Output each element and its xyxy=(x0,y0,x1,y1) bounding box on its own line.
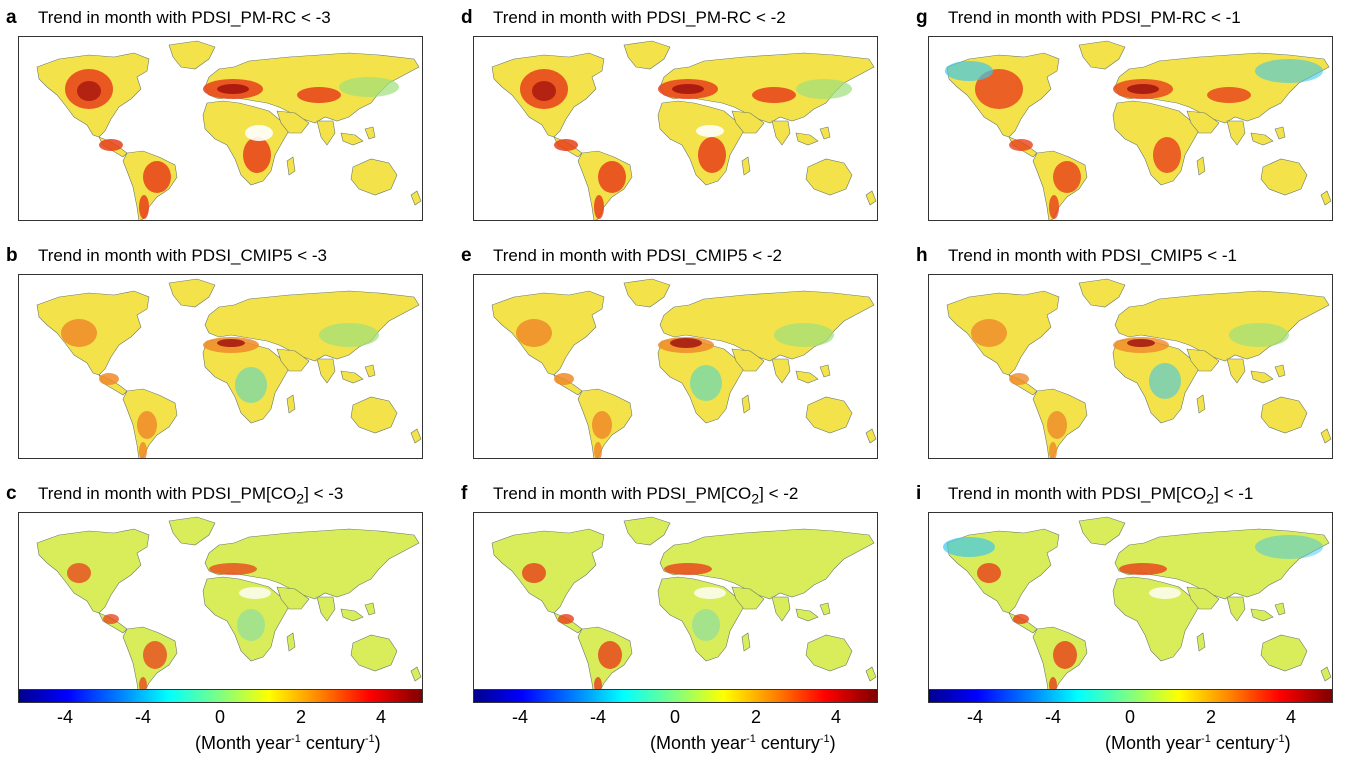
world-map xyxy=(18,512,423,697)
colorbar-tick: -4 xyxy=(1044,707,1062,727)
panel-letter: h xyxy=(916,245,928,266)
panel-letter: f xyxy=(461,483,468,504)
colorbar-tick: 0 xyxy=(1124,707,1136,727)
panel-title: Trend in month with PDSI_PM[CO2] < -3 xyxy=(38,484,344,508)
world-map-graphic xyxy=(491,516,877,696)
colorbar-ticks-1: -4 -4 0 2 4 xyxy=(18,707,423,729)
panel-title: Trend in month with PDSI_CMIP5 < -3 xyxy=(38,246,327,265)
panel-title: Trend in month with PDSI_PM[CO2] < -2 xyxy=(493,484,799,508)
panel-header: f Trend in month with PDSI_PM[CO2] < -2 xyxy=(461,480,893,508)
colorbar-tick: 2 xyxy=(295,707,307,727)
world-map xyxy=(928,512,1333,697)
colorbar-unit-2: (Month year-1 century-1) xyxy=(650,733,836,753)
panel-letter: g xyxy=(916,7,928,28)
colorbar-tick: -4 xyxy=(589,707,607,727)
colorbar-tick: -4 xyxy=(511,707,529,727)
colorbar-ticks-3: -4 -4 0 2 4 xyxy=(928,707,1333,729)
panel-header: b Trend in month with PDSI_CMIP5 < -3 xyxy=(6,242,438,268)
world-map-graphic xyxy=(491,278,877,458)
panel-title: Trend in month with PDSI_PM[CO2] < -1 xyxy=(948,484,1254,508)
world-map-graphic xyxy=(943,516,1332,696)
colorbar-unit-1: (Month year-1 century-1) xyxy=(195,733,381,753)
panel-header: c Trend in month with PDSI_PM[CO2] < -3 xyxy=(6,480,438,508)
colorbar-tick: 0 xyxy=(669,707,681,727)
panel-title: Trend in month with PDSI_PM-RC < -1 xyxy=(948,8,1241,27)
colorbar-unit-3: (Month year-1 century-1) xyxy=(1105,733,1291,753)
world-map-graphic xyxy=(36,516,422,696)
world-map xyxy=(473,36,878,221)
panel-title: Trend in month with PDSI_PM-RC < -3 xyxy=(38,8,331,27)
colorbar-1 xyxy=(18,689,423,703)
panel-letter: d xyxy=(461,7,473,28)
colorbar-tick: 0 xyxy=(214,707,226,727)
colorbar-tick: 2 xyxy=(750,707,762,727)
panel-letter: i xyxy=(916,483,922,504)
world-map xyxy=(928,36,1333,221)
world-map-graphic xyxy=(36,278,422,458)
world-map xyxy=(18,36,423,221)
colorbar-tick: 4 xyxy=(1285,707,1297,727)
panel-header: h Trend in month with PDSI_CMIP5 < -1 xyxy=(916,242,1347,268)
colorbar-tick: -4 xyxy=(56,707,74,727)
colorbar-3 xyxy=(928,689,1333,703)
panel-letter: b xyxy=(6,245,18,266)
panel-header: g Trend in month with PDSI_PM-RC < -1 xyxy=(916,4,1347,30)
panel-title: Trend in month with PDSI_CMIP5 < -2 xyxy=(493,246,782,265)
world-map-graphic xyxy=(946,278,1332,458)
world-map-graphic xyxy=(491,40,877,220)
world-map-graphic xyxy=(945,40,1332,220)
colorbar-2 xyxy=(473,689,878,703)
colorbar-tick: 2 xyxy=(1205,707,1217,727)
panel-header: a Trend in month with PDSI_PM-RC < -3 xyxy=(6,4,438,30)
panel-title: Trend in month with PDSI_PM-RC < -2 xyxy=(493,8,786,27)
world-map xyxy=(18,274,423,459)
panel-header: d Trend in month with PDSI_PM-RC < -2 xyxy=(461,4,893,30)
panel-letter: e xyxy=(461,245,472,266)
panel-header: i Trend in month with PDSI_PM[CO2] < -1 xyxy=(916,480,1347,508)
world-map xyxy=(928,274,1333,459)
panel-header: e Trend in month with PDSI_CMIP5 < -2 xyxy=(461,242,893,268)
panel-title: Trend in month with PDSI_CMIP5 < -1 xyxy=(948,246,1237,265)
panel-letter: c xyxy=(6,483,17,504)
colorbar-tick: -4 xyxy=(966,707,984,727)
world-map xyxy=(473,512,878,697)
world-map xyxy=(473,274,878,459)
colorbar-ticks-2: -4 -4 0 2 4 xyxy=(473,707,878,729)
colorbar-tick: -4 xyxy=(134,707,152,727)
colorbar-tick: 4 xyxy=(830,707,842,727)
panel-letter: a xyxy=(6,7,17,28)
world-map-graphic xyxy=(36,40,422,220)
colorbar-tick: 4 xyxy=(375,707,387,727)
